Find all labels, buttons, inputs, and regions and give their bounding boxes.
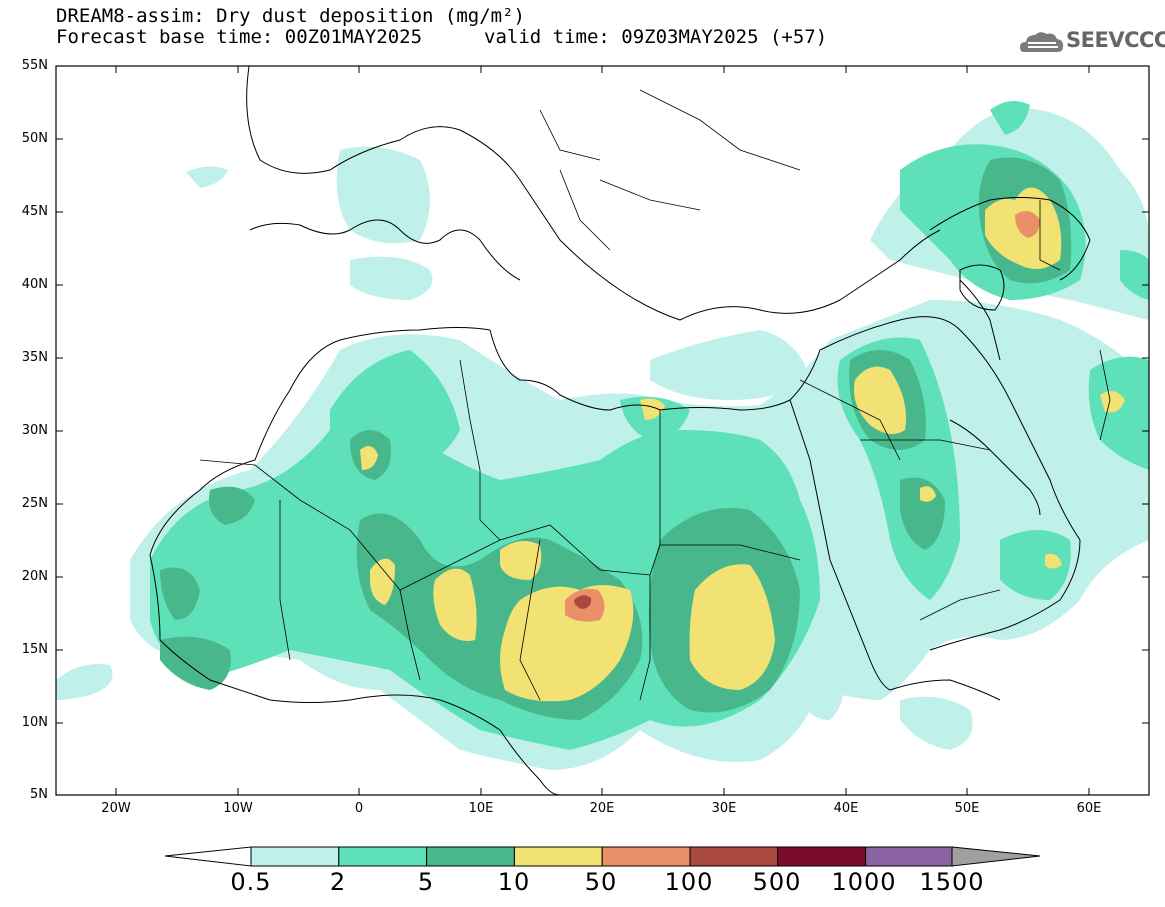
lon-label: 0 — [354, 801, 364, 816]
colorbar-label: 10 — [497, 868, 531, 896]
country-borders — [199, 89, 1111, 701]
colorbar-swatch — [601, 846, 691, 867]
coastlines — [149, 66, 1091, 795]
lat-label: 15N — [21, 642, 48, 657]
colorbar-label: 1500 — [919, 868, 985, 896]
lat-label: 55N — [21, 58, 48, 73]
colorbar-swatch — [250, 846, 340, 867]
colorbar-swatch — [426, 846, 515, 867]
logo-text: SEEVCCC — [1066, 28, 1165, 52]
lat-label: 50N — [21, 131, 48, 146]
colorbar-swatch — [865, 846, 954, 867]
colorbar-label: 50 — [584, 868, 618, 896]
lon-label: 10E — [468, 801, 494, 816]
colorbar-label: 0.5 — [230, 868, 272, 896]
deposition-level-6 — [574, 595, 592, 609]
colorbar — [164, 846, 1041, 867]
valid-time: valid time: 09Z03MAY2025 (+57) — [484, 26, 828, 48]
colorbar-swatch — [689, 846, 779, 867]
lat-label: 45N — [21, 204, 48, 219]
colorbar-label: 2 — [329, 868, 347, 896]
lon-label: 10W — [223, 801, 253, 816]
colorbar-label: 500 — [752, 868, 802, 896]
colorbar-label: 1000 — [831, 868, 897, 896]
colorbar-label: 100 — [664, 868, 714, 896]
lat-label: 5N — [30, 787, 48, 802]
lat-label: 20N — [21, 569, 48, 584]
map-title: DREAM8-assim: Dry dust deposition (mg/m²… — [56, 5, 525, 27]
lat-ticks — [56, 65, 1149, 724]
colorbar-label: 5 — [417, 868, 435, 896]
lon-label: 40E — [833, 801, 859, 816]
colorbar-swatch — [777, 846, 867, 867]
colorbar-low-arrow — [164, 846, 252, 867]
lon-label: 20E — [589, 801, 615, 816]
lon-label: 30E — [711, 801, 737, 816]
lat-label: 30N — [21, 423, 48, 438]
base-time: Forecast base time: 00Z01MAY2025 — [56, 26, 423, 48]
lat-label: 40N — [21, 277, 48, 292]
lon-label: 50E — [954, 801, 980, 816]
lat-label: 35N — [21, 350, 48, 365]
cloud-logo-icon — [1020, 32, 1064, 52]
colorbar-swatch — [513, 846, 603, 867]
lon-ticks — [115, 66, 1090, 795]
dust-field — [56, 66, 1149, 795]
colorbar-high-arrow — [951, 846, 1041, 867]
colorbar-swatch — [338, 846, 428, 867]
lon-label: 60E — [1076, 801, 1102, 816]
lat-label: 25N — [21, 496, 48, 511]
lon-label: 20W — [101, 801, 131, 816]
lat-label: 10N — [21, 715, 48, 730]
